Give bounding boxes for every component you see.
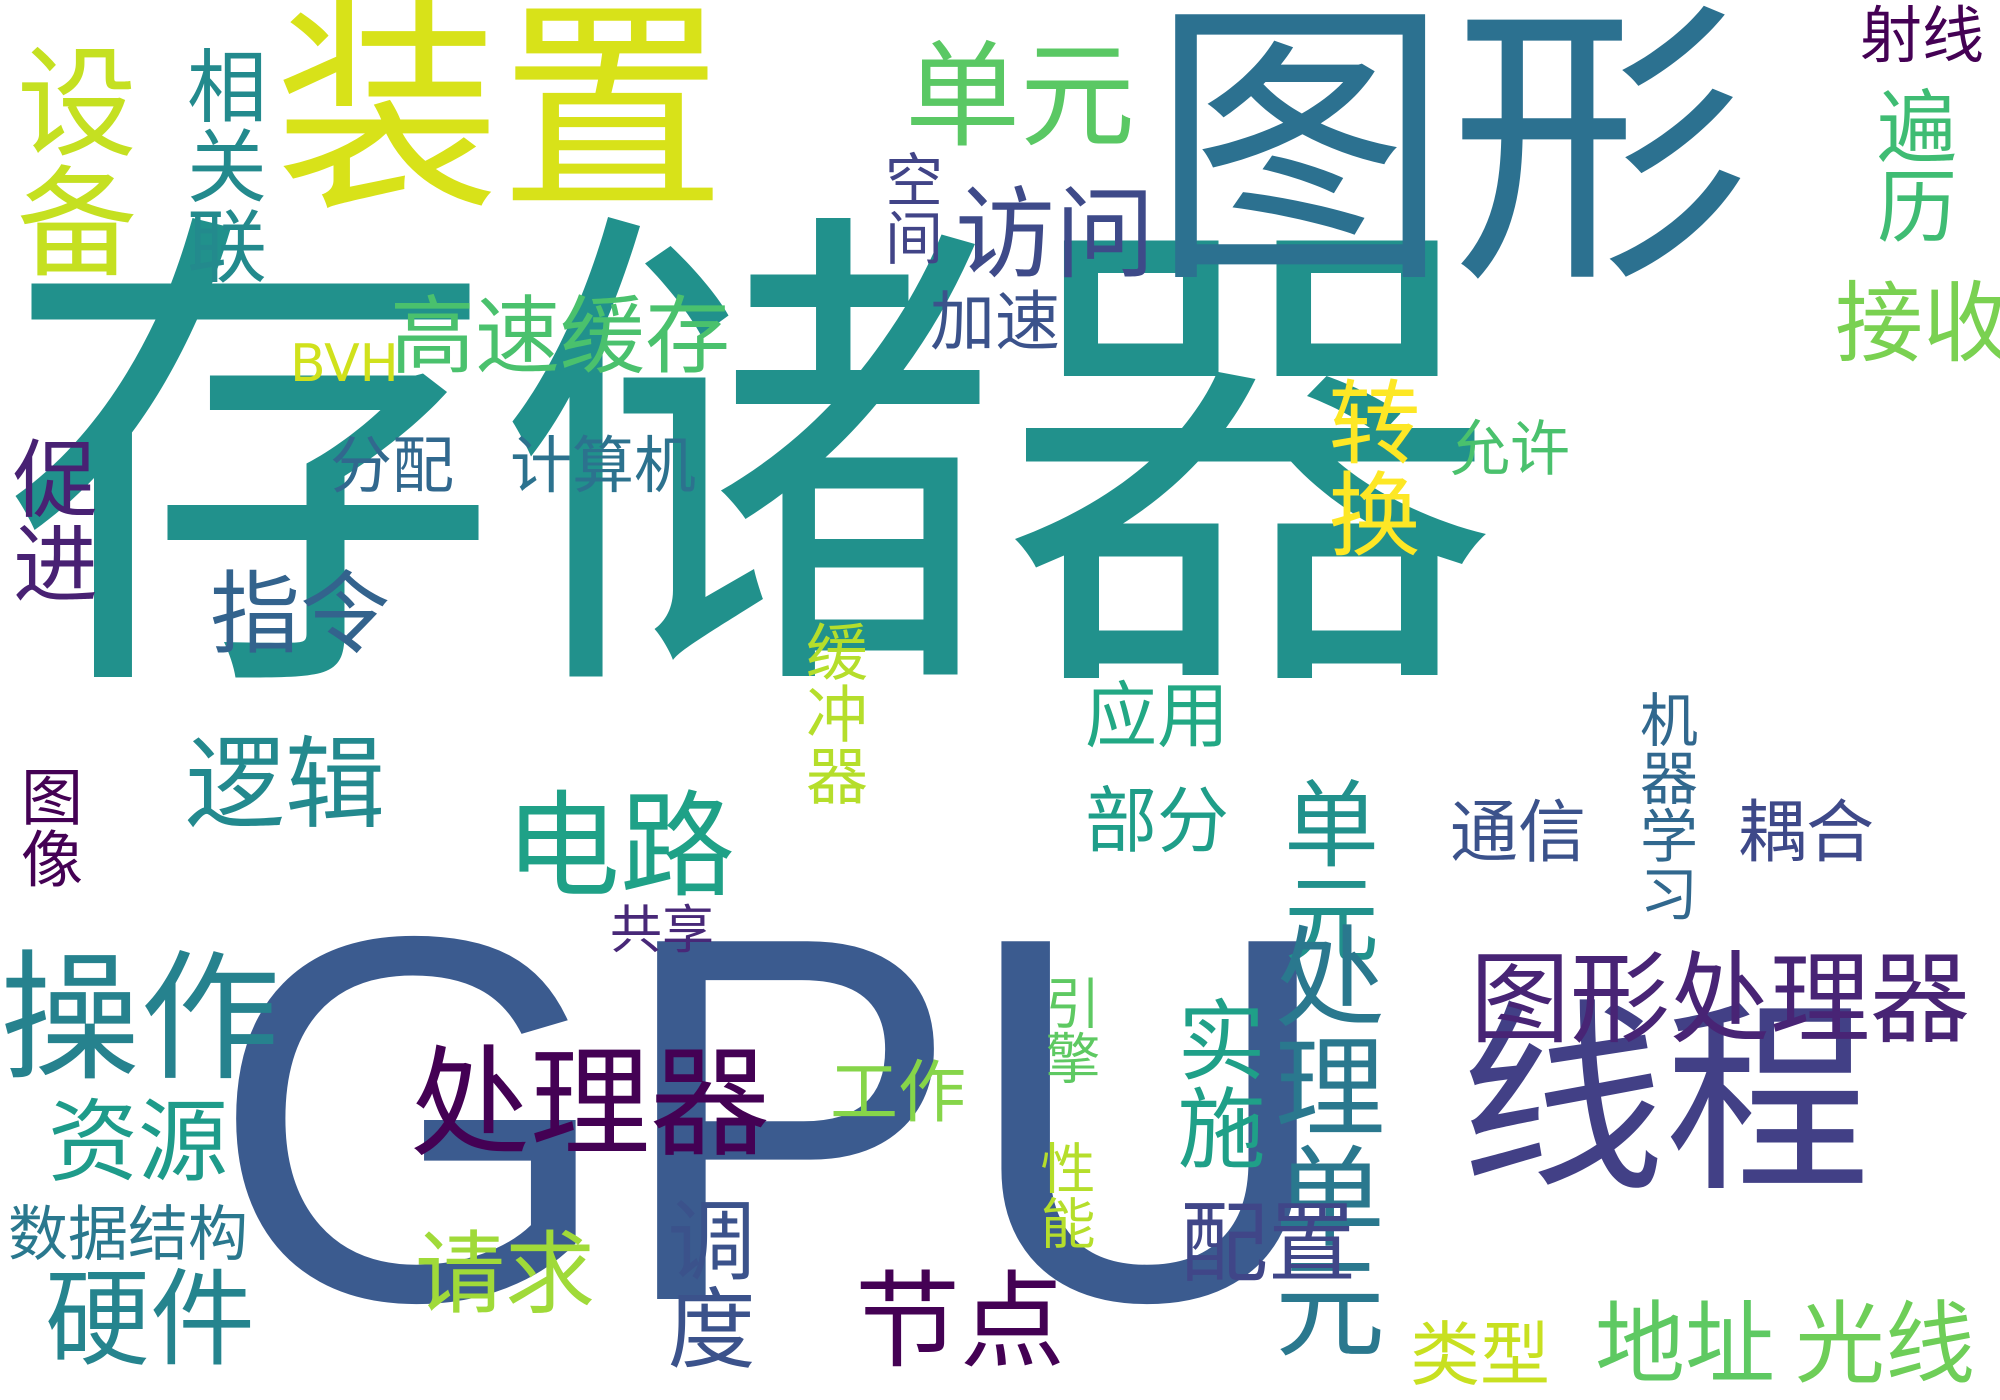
word-gaosuhuancun: 高速缓存	[390, 288, 731, 387]
word-danyuan-mid: 单元	[1268, 775, 1378, 965]
word-tuxingchuliqi: 图形处理器	[1470, 941, 1970, 1058]
word-jieshou: 接收	[1835, 272, 2000, 375]
word-fenpei: 分配	[330, 429, 455, 502]
word-gongzuo: 工作	[830, 1054, 967, 1133]
word-cunchuqi: 存储器	[0, 174, 1500, 756]
word-bianli: 遍历	[1864, 85, 1957, 245]
word-ouhe: 耦合	[1738, 794, 1875, 873]
word-cujin: 促进	[0, 435, 97, 605]
word-jisuanji: 计算机	[510, 429, 697, 502]
word-danyuan-top: 单元	[905, 30, 1136, 164]
word-kongjian: 空间	[875, 150, 943, 266]
word-tuxiang: 图像	[10, 765, 83, 889]
word-ziyuan: 资源	[48, 1090, 228, 1195]
word-qingqiu: 请求	[415, 1222, 595, 1327]
word-zhiling: 指令	[210, 562, 390, 667]
word-jiqixuexi: 机器学习	[1630, 690, 1698, 922]
word-luoji: 逻辑	[185, 726, 385, 843]
word-gpu: GPU	[210, 829, 1337, 1400]
word-xingneng: 性能	[1031, 1140, 1095, 1250]
word-bvh: BVH	[290, 334, 399, 394]
word-fangwen: 访问	[955, 176, 1155, 293]
word-jiasu: 加速	[930, 285, 1061, 360]
word-guangxian: 光线	[1795, 1292, 1975, 1397]
word-zhuangzhi: 装置	[275, 0, 725, 243]
word-tongxin: 通信	[1450, 794, 1587, 873]
word-yingyong: 应用	[1085, 674, 1230, 758]
word-xiangguanlian: 相关联	[174, 45, 267, 285]
word-leixing: 类型	[1410, 1314, 1550, 1396]
word-yinqing: 引擎	[1036, 975, 1100, 1085]
word-jiedian: 节点	[855, 1261, 1066, 1383]
word-diaodu: 调度	[653, 1195, 756, 1371]
word-chuliqi: 处理器	[410, 1035, 770, 1174]
word-tuxing: 图形	[1150, 0, 1750, 324]
word-yingjian: 硬件	[45, 1259, 256, 1381]
word-dizhi: 地址	[1595, 1292, 1775, 1397]
word-dianlu: 电路	[505, 780, 736, 914]
word-yunxu: 允许	[1450, 415, 1570, 485]
word-chulidanyuan: 处理单元	[1256, 920, 1384, 1360]
word-shishi: 实施	[1163, 995, 1266, 1171]
word-xiancheng: 线程	[1460, 983, 1870, 1221]
word-peizhi: 配置	[1180, 1192, 1357, 1295]
word-bufen: 部分	[1085, 779, 1230, 863]
word-zhuanhuan: 转换	[1313, 375, 1420, 559]
word-shexian: 射线	[1860, 0, 1985, 72]
word-shebei: 设备	[0, 40, 135, 280]
word-huanchongqi: 缓冲器	[795, 620, 868, 806]
word-caozuo: 操作	[0, 938, 281, 1101]
word-gongxiang: 共享	[610, 901, 715, 961]
word-shujujiegou: 数据结构	[8, 1200, 248, 1270]
